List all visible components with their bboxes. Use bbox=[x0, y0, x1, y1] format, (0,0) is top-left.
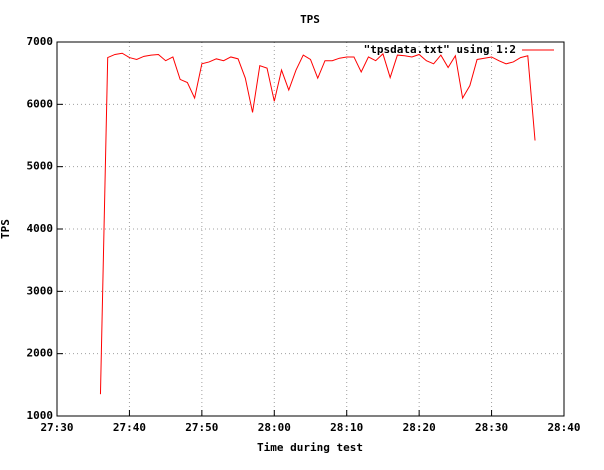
x-tick-label: 28:20 bbox=[403, 421, 436, 434]
x-tick-label: 28:40 bbox=[547, 421, 580, 434]
x-axis-label: Time during test bbox=[257, 441, 363, 454]
x-tick-label: 28:10 bbox=[330, 421, 363, 434]
x-tick-label: 27:40 bbox=[113, 421, 146, 434]
y-tick-label: 3000 bbox=[27, 284, 54, 297]
x-tick-label: 27:30 bbox=[40, 421, 73, 434]
y-tick-label: 6000 bbox=[27, 97, 54, 110]
plot-border bbox=[56, 41, 565, 417]
data-line bbox=[99, 52, 536, 395]
y-axis-label: TPS bbox=[0, 219, 12, 239]
x-tick-label: 27:50 bbox=[185, 421, 218, 434]
x-tick-label: 28:30 bbox=[475, 421, 508, 434]
chart-title: TPS bbox=[300, 13, 320, 26]
y-tick-label: 4000 bbox=[27, 222, 54, 235]
y-tick-label: 7000 bbox=[27, 35, 54, 48]
x-tick-label: 28:00 bbox=[258, 421, 291, 434]
legend-label: "tpsdata.txt" using 1:2 bbox=[364, 43, 516, 56]
y-tick-label: 1000 bbox=[27, 409, 54, 422]
y-tick-label: 5000 bbox=[27, 160, 54, 173]
y-tick-label: 2000 bbox=[27, 347, 54, 360]
